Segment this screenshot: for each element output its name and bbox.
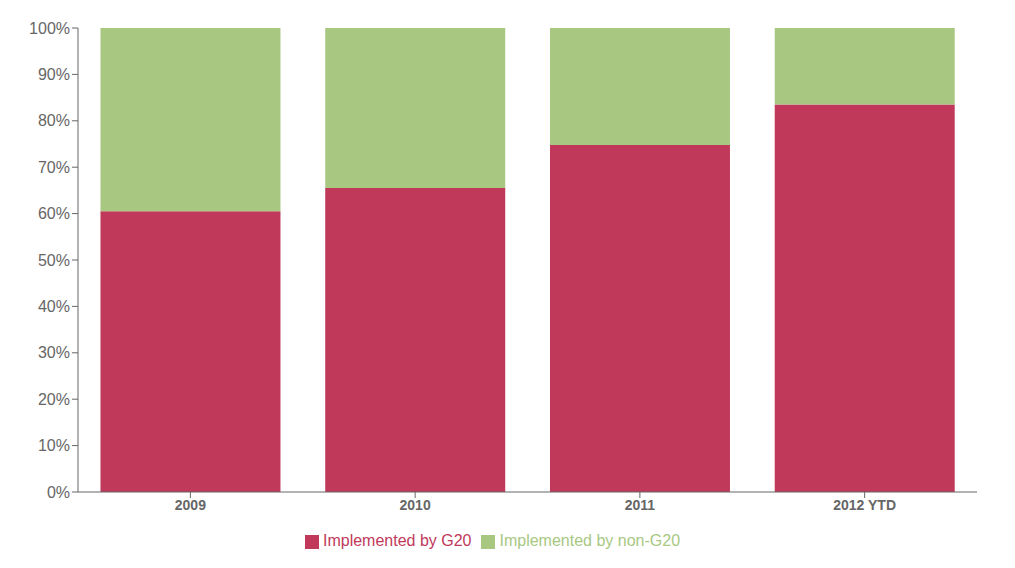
svg-text:90%: 90% — [38, 66, 70, 83]
svg-text:40%: 40% — [38, 298, 70, 315]
svg-text:0%: 0% — [47, 484, 70, 501]
svg-text:60%: 60% — [38, 205, 70, 222]
svg-text:20%: 20% — [38, 391, 70, 408]
svg-text:70%: 70% — [38, 159, 70, 176]
svg-text:30%: 30% — [38, 344, 70, 361]
svg-text:100%: 100% — [29, 20, 70, 37]
svg-text:50%: 50% — [38, 252, 70, 269]
html-text:Implemented by non-G20: Implemented by non-G20 — [499, 532, 680, 549]
svg-text:2009: 2009 — [175, 497, 206, 513]
svg-text:2011: 2011 — [625, 497, 656, 513]
svg-text:80%: 80% — [38, 112, 70, 129]
svg-text:2012 YTD: 2012 YTD — [833, 497, 896, 513]
html-text:Implemented by G20: Implemented by G20 — [323, 532, 472, 549]
svg-text:2010: 2010 — [400, 497, 431, 513]
svg-text:10%: 10% — [38, 437, 70, 454]
